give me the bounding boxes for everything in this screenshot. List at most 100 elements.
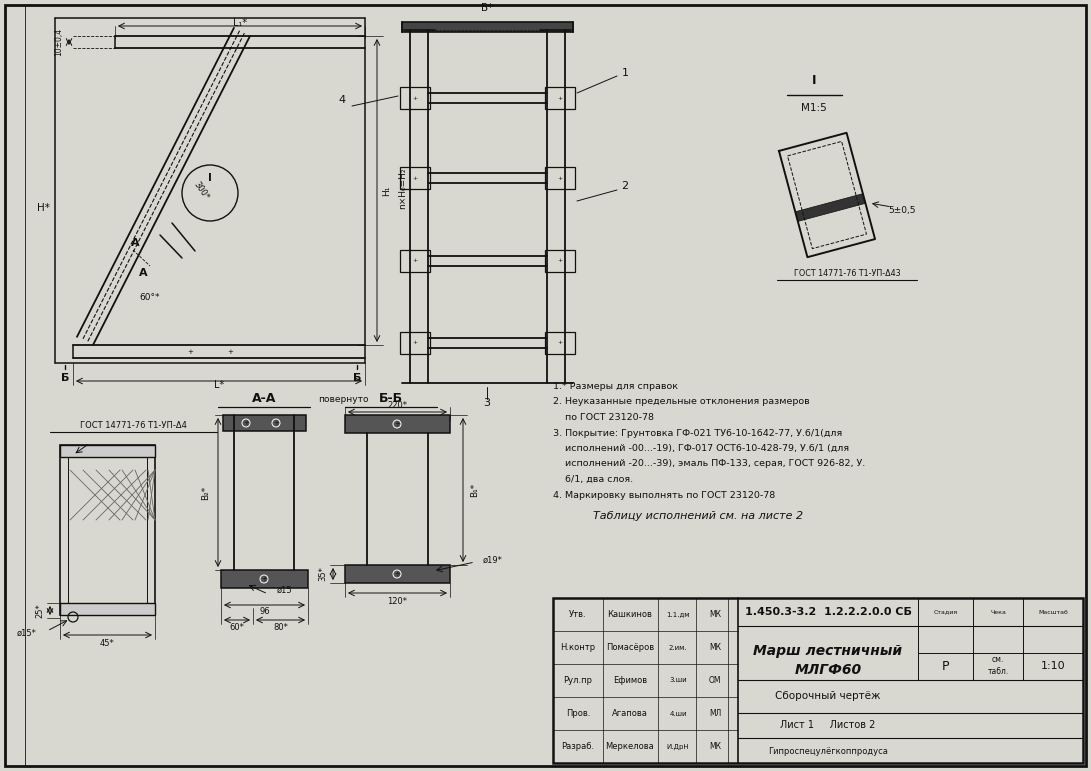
Text: 220*: 220* <box>387 400 408 409</box>
Bar <box>60 445 155 615</box>
Text: ОМ: ОМ <box>709 676 721 685</box>
Bar <box>546 167 575 189</box>
Text: H*: H* <box>37 203 49 213</box>
Bar <box>400 332 430 354</box>
Text: Б: Б <box>352 373 361 383</box>
Text: исполнений -20...-39), эмаль ПФ-133, серая, ГОСТ 926-82, У.: исполнений -20...-39), эмаль ПФ-133, сер… <box>553 460 865 469</box>
Text: А-А: А-А <box>252 392 276 405</box>
Text: повернуто: повернуто <box>317 396 369 405</box>
Bar <box>400 167 430 189</box>
Text: L₁*: L₁* <box>233 18 247 28</box>
Text: 35*: 35* <box>319 567 327 581</box>
Text: +: + <box>412 176 418 180</box>
Text: I: I <box>208 173 212 183</box>
Text: Стадия: Стадия <box>934 610 958 614</box>
Text: +: + <box>412 96 418 100</box>
Bar <box>553 598 1083 763</box>
Text: +: + <box>558 96 563 100</box>
Text: Разраб.: Разраб. <box>562 742 595 751</box>
Text: МК: МК <box>709 610 721 619</box>
Text: 1: 1 <box>622 68 628 78</box>
Text: см.: см. <box>992 655 1004 665</box>
Text: ГОСТ 14771-76 Т1-УП-Δ43: ГОСТ 14771-76 Т1-УП-Δ43 <box>793 268 900 278</box>
Text: Пров.: Пров. <box>566 709 590 718</box>
Text: Ефимов: Ефимов <box>613 676 647 685</box>
Text: Р: Р <box>942 659 949 672</box>
Text: A: A <box>131 238 140 248</box>
Text: Гипроспецулёгкоппродуса: Гипроспецулёгкоппродуса <box>768 746 888 756</box>
Bar <box>223 415 305 431</box>
Text: 4.ши: 4.ши <box>669 711 686 716</box>
Text: Помасёров: Помасёров <box>606 643 655 652</box>
Text: МЛГФ60: МЛГФ60 <box>794 663 862 677</box>
Bar <box>401 22 573 32</box>
Text: ø19*: ø19* <box>483 555 503 564</box>
Text: 96: 96 <box>260 608 269 617</box>
Text: B*: B* <box>481 3 493 13</box>
Text: +: + <box>243 420 249 426</box>
Bar <box>68 457 147 603</box>
Text: 1.450.3-3.2  1.2.2.2.0.0 СБ: 1.450.3-3.2 1.2.2.2.0.0 СБ <box>744 607 911 617</box>
Text: 80*: 80* <box>273 624 288 632</box>
Bar <box>546 332 575 354</box>
Text: ГОСТ 14771-76 Т1-УП-Δ4: ГОСТ 14771-76 Т1-УП-Δ4 <box>80 420 187 429</box>
Text: 4. Маркировку выполнять по ГОСТ 23120-78: 4. Маркировку выполнять по ГОСТ 23120-78 <box>553 490 776 500</box>
Text: 2: 2 <box>622 181 628 191</box>
Bar <box>546 87 575 109</box>
Bar <box>345 565 449 583</box>
Bar <box>345 415 449 433</box>
Text: 120*: 120* <box>387 597 408 605</box>
Text: И.ДрН: И.ДрН <box>667 743 690 749</box>
Bar <box>400 87 430 109</box>
Text: 45*: 45* <box>100 638 115 648</box>
Text: 1:10: 1:10 <box>1041 661 1065 671</box>
Text: исполнений -00...-19), ГФ-017 ОСТ6-10-428-79, У.6/1 (для: исполнений -00...-19), ГФ-017 ОСТ6-10-42… <box>553 444 849 453</box>
Text: +: + <box>261 576 267 582</box>
Bar <box>60 603 155 615</box>
Polygon shape <box>795 194 865 221</box>
Bar <box>60 445 155 457</box>
Text: МК: МК <box>709 643 721 652</box>
Text: 3: 3 <box>483 398 491 408</box>
Text: I: I <box>812 75 816 87</box>
Text: Чека: Чека <box>990 610 1006 614</box>
Text: n×H₀=H₂: n×H₀=H₂ <box>398 167 408 209</box>
Text: 60*: 60* <box>229 624 244 632</box>
Text: +: + <box>273 420 279 426</box>
Text: по ГОСТ 23120-78: по ГОСТ 23120-78 <box>553 413 654 422</box>
Text: +: + <box>558 341 563 345</box>
Text: Агапова: Агапова <box>612 709 648 718</box>
Text: 2. Неуказанные предельные отклонения размеров: 2. Неуказанные предельные отклонения раз… <box>553 398 810 406</box>
Text: табл.: табл. <box>987 666 1008 675</box>
Text: МК: МК <box>709 742 721 751</box>
Text: ø15: ø15 <box>276 585 291 594</box>
Text: 300*: 300* <box>192 180 211 201</box>
Text: +: + <box>187 349 193 355</box>
Text: Марш лестничный: Марш лестничный <box>754 644 902 658</box>
Text: +: + <box>394 571 400 577</box>
Text: 3.ши: 3.ши <box>669 678 687 684</box>
Text: Б: Б <box>61 373 69 383</box>
Text: 3. Покрытие: Грунтовка ГФ-021 ТУ6-10-1642-77, У.6/1(для: 3. Покрытие: Грунтовка ГФ-021 ТУ6-10-164… <box>553 429 842 437</box>
Text: B₂*: B₂* <box>202 486 211 500</box>
Text: Н.контр: Н.контр <box>561 643 596 652</box>
Text: A: A <box>139 268 147 278</box>
Text: 5±0,5: 5±0,5 <box>888 206 915 214</box>
Text: ø15*: ø15* <box>17 628 37 638</box>
Text: 25*: 25* <box>36 603 45 618</box>
Text: Таблицу исполнений см. на листе 2: Таблицу исполнений см. на листе 2 <box>592 511 803 521</box>
Bar <box>400 250 430 272</box>
Text: +: + <box>227 349 233 355</box>
Text: +: + <box>558 176 563 180</box>
Text: +: + <box>394 421 400 427</box>
Text: Рул.пр: Рул.пр <box>563 676 592 685</box>
Text: 10±0,4: 10±0,4 <box>55 28 63 56</box>
Text: H₁: H₁ <box>383 185 392 196</box>
Text: МЛ: МЛ <box>709 709 721 718</box>
Text: Б-Б: Б-Б <box>379 392 403 405</box>
Text: Утв.: Утв. <box>570 610 587 619</box>
Text: +: + <box>412 258 418 264</box>
Text: B₁*: B₁* <box>470 483 480 497</box>
Text: М1:5: М1:5 <box>801 103 827 113</box>
Text: 1.* Размеры для справок: 1.* Размеры для справок <box>553 382 678 391</box>
